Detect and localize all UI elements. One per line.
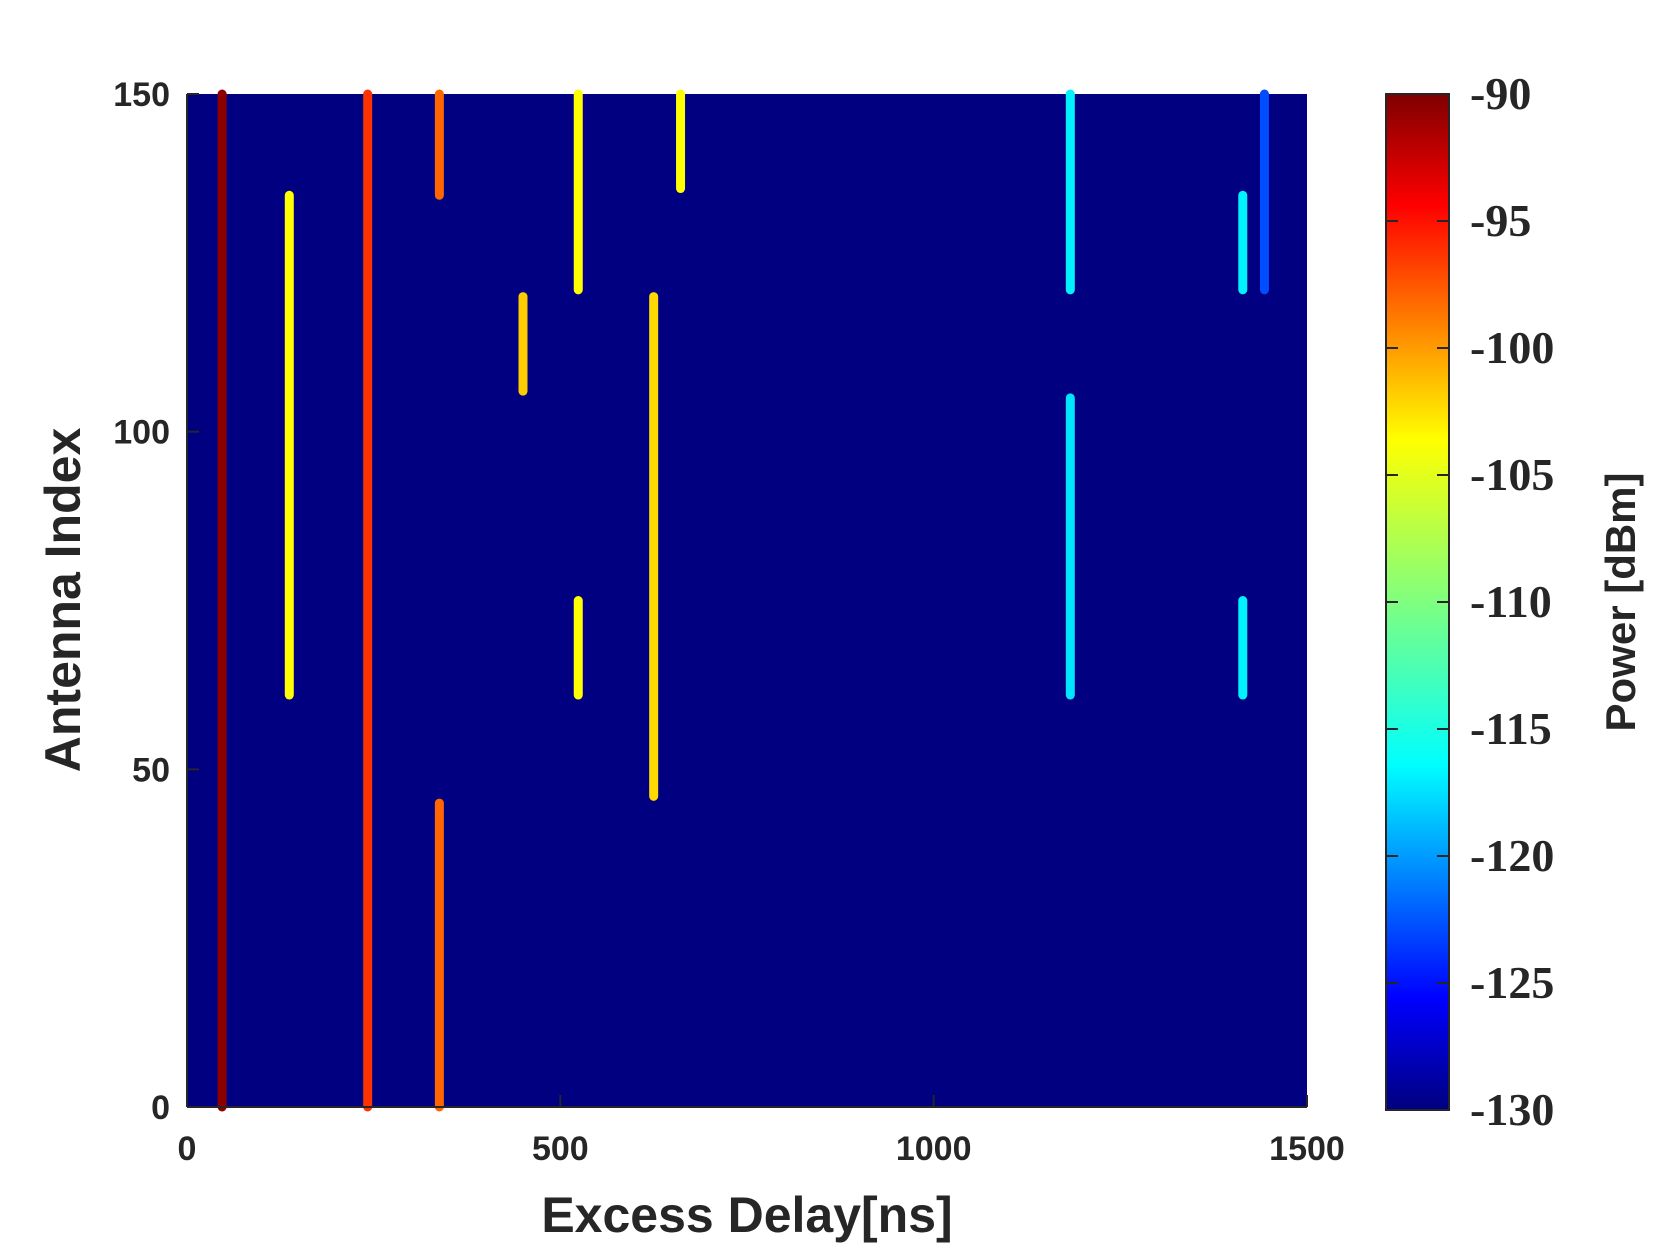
plot-area xyxy=(187,94,1307,1107)
x-tick-labels: 0 500 1000 1500 xyxy=(178,1130,1345,1168)
cb-tick-label--115: -115 xyxy=(1470,703,1552,754)
x-tick-label-1500: 1500 xyxy=(1269,1130,1345,1168)
axes xyxy=(186,93,1308,1108)
cb-tick-label--130: -130 xyxy=(1470,1084,1554,1135)
colorbar-ticks: -90 -95 -100 -105 -110 -115 -120 -125 -130 xyxy=(1386,68,1554,1135)
cb-tick-label--105: -105 xyxy=(1470,449,1554,500)
cb-tick-label--90: -90 xyxy=(1470,68,1531,119)
y-tick-label-0: 0 xyxy=(151,1089,170,1127)
colorbar-label: Power [dBm] xyxy=(1597,472,1644,731)
x-tick-label-0: 0 xyxy=(178,1130,197,1168)
x-axis-label: Excess Delay[ns] xyxy=(541,1187,952,1243)
cb-tick-label--120: -120 xyxy=(1470,830,1554,881)
x-tick-label-500: 500 xyxy=(532,1130,589,1168)
y-tick-label-150: 150 xyxy=(113,76,170,114)
cb-tick-label--110: -110 xyxy=(1470,576,1552,627)
y-tick-label-50: 50 xyxy=(132,751,170,789)
y-tick-labels: 0 50 100 150 xyxy=(113,76,170,1127)
y-axis-label: Antenna Index xyxy=(35,428,91,773)
cb-tick-label--125: -125 xyxy=(1470,957,1554,1008)
cb-tick-label--100: -100 xyxy=(1470,322,1554,373)
cb-tick-label--95: -95 xyxy=(1470,195,1531,246)
x-tick-label-1000: 1000 xyxy=(896,1130,972,1168)
data-segments xyxy=(217,89,1269,1112)
y-tick-label-100: 100 xyxy=(113,414,170,452)
